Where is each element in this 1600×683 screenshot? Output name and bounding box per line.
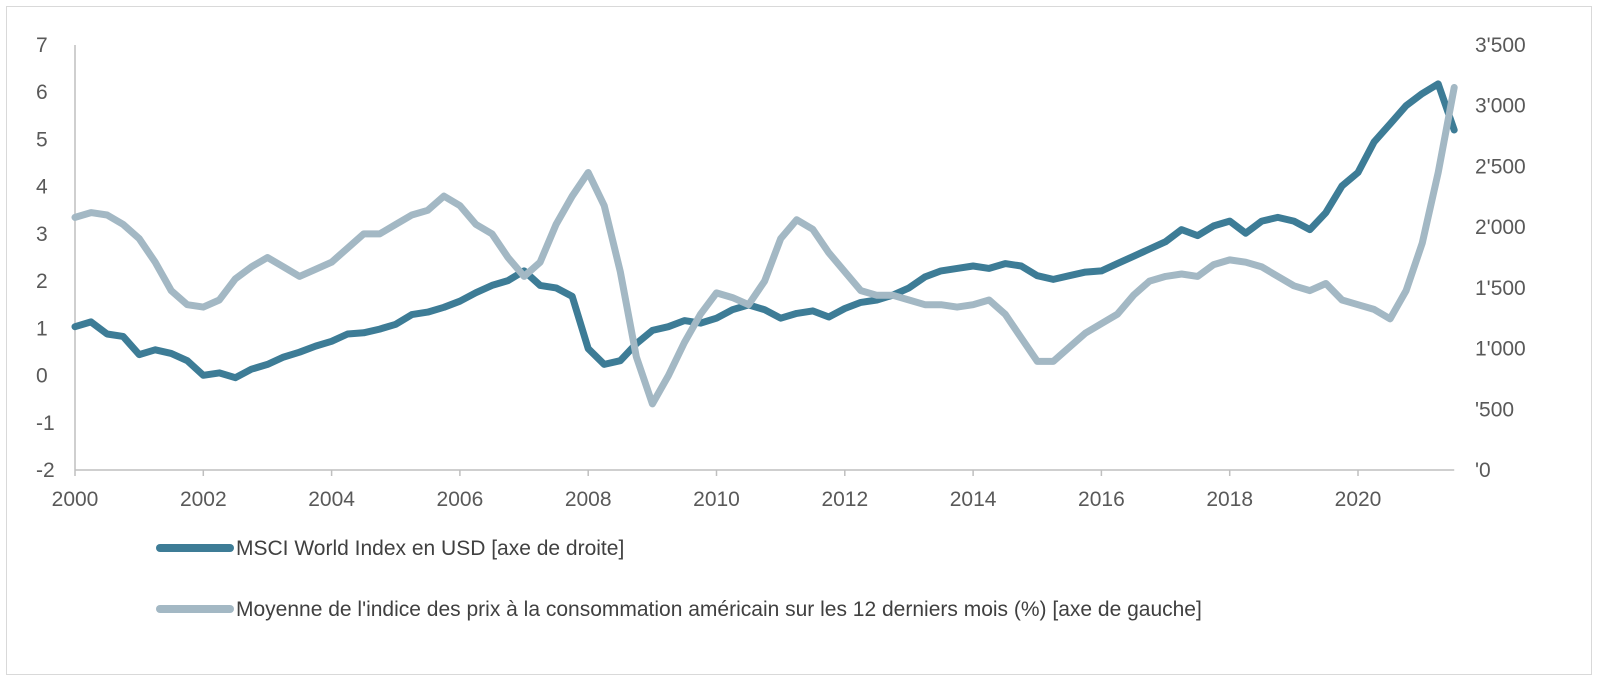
x-tick-group: 2000 2002 2004 2006 2008 2010 2012 2014 2016 2018… <box>52 470 1382 511</box>
chart-frame <box>6 6 1592 675</box>
x-tick-label: 2014 <box>950 488 997 511</box>
right-tick-label: '500 <box>1475 398 1514 421</box>
legend-label-msci: MSCI World Index en USD [axe de droite] <box>236 537 624 560</box>
x-tick-label: 2020 <box>1335 488 1382 511</box>
left-tick-label: 6 <box>36 81 48 104</box>
chart-legend: MSCI World Index en USD [axe de droite] … <box>156 537 1202 621</box>
left-tick-label: 7 <box>36 34 48 57</box>
legend-label-cpi: Moyenne de l'indice des prix à la consom… <box>236 598 1202 621</box>
x-tick-label: 2008 <box>565 488 612 511</box>
left-tick-label: 5 <box>36 128 48 151</box>
series-layer <box>71 80 1458 408</box>
left-tick-label: 4 <box>36 176 48 199</box>
left-tick-label: 3 <box>36 223 48 246</box>
legend-item-msci: MSCI World Index en USD [axe de droite] <box>156 537 624 560</box>
x-tick-label: 2006 <box>437 488 484 511</box>
right-tick-label: '0 <box>1475 459 1491 482</box>
left-tick-label: 2 <box>36 270 48 293</box>
x-tick-label: 2016 <box>1078 488 1125 511</box>
x-tick-label: 2002 <box>180 488 227 511</box>
right-tick-label: 3'500 <box>1475 34 1526 57</box>
right-tick-label: 3'000 <box>1475 95 1526 118</box>
chart-axes <box>74 45 1455 471</box>
right-tick-label: 1'000 <box>1475 338 1526 361</box>
left-tick-label: -2 <box>36 459 55 482</box>
x-tick-label: 2000 <box>52 488 99 511</box>
x-tick-label: 2004 <box>308 488 355 511</box>
left-tick-label: 1 <box>36 317 48 340</box>
legend-item-cpi: Moyenne de l'indice des prix à la consom… <box>156 598 1202 621</box>
left-tick-label: -1 <box>36 412 55 435</box>
right-tick-group: 3'500 3'000 2'500 2'000 1'500 1'000 '500 '0 <box>1475 34 1526 482</box>
left-tick-label: 0 <box>36 365 48 388</box>
series-line-cpi <box>71 84 1458 408</box>
x-tick-label: 2018 <box>1206 488 1253 511</box>
right-tick-label: 2'000 <box>1475 216 1526 239</box>
x-tick-label: 2012 <box>821 488 868 511</box>
right-tick-label: 1'500 <box>1475 277 1526 300</box>
left-tick-group: 7 6 5 4 3 2 1 0 -1 -2 <box>36 34 55 482</box>
series-line-msci <box>71 80 1458 382</box>
x-tick-label: 2010 <box>693 488 740 511</box>
right-tick-label: 2'500 <box>1475 155 1526 178</box>
